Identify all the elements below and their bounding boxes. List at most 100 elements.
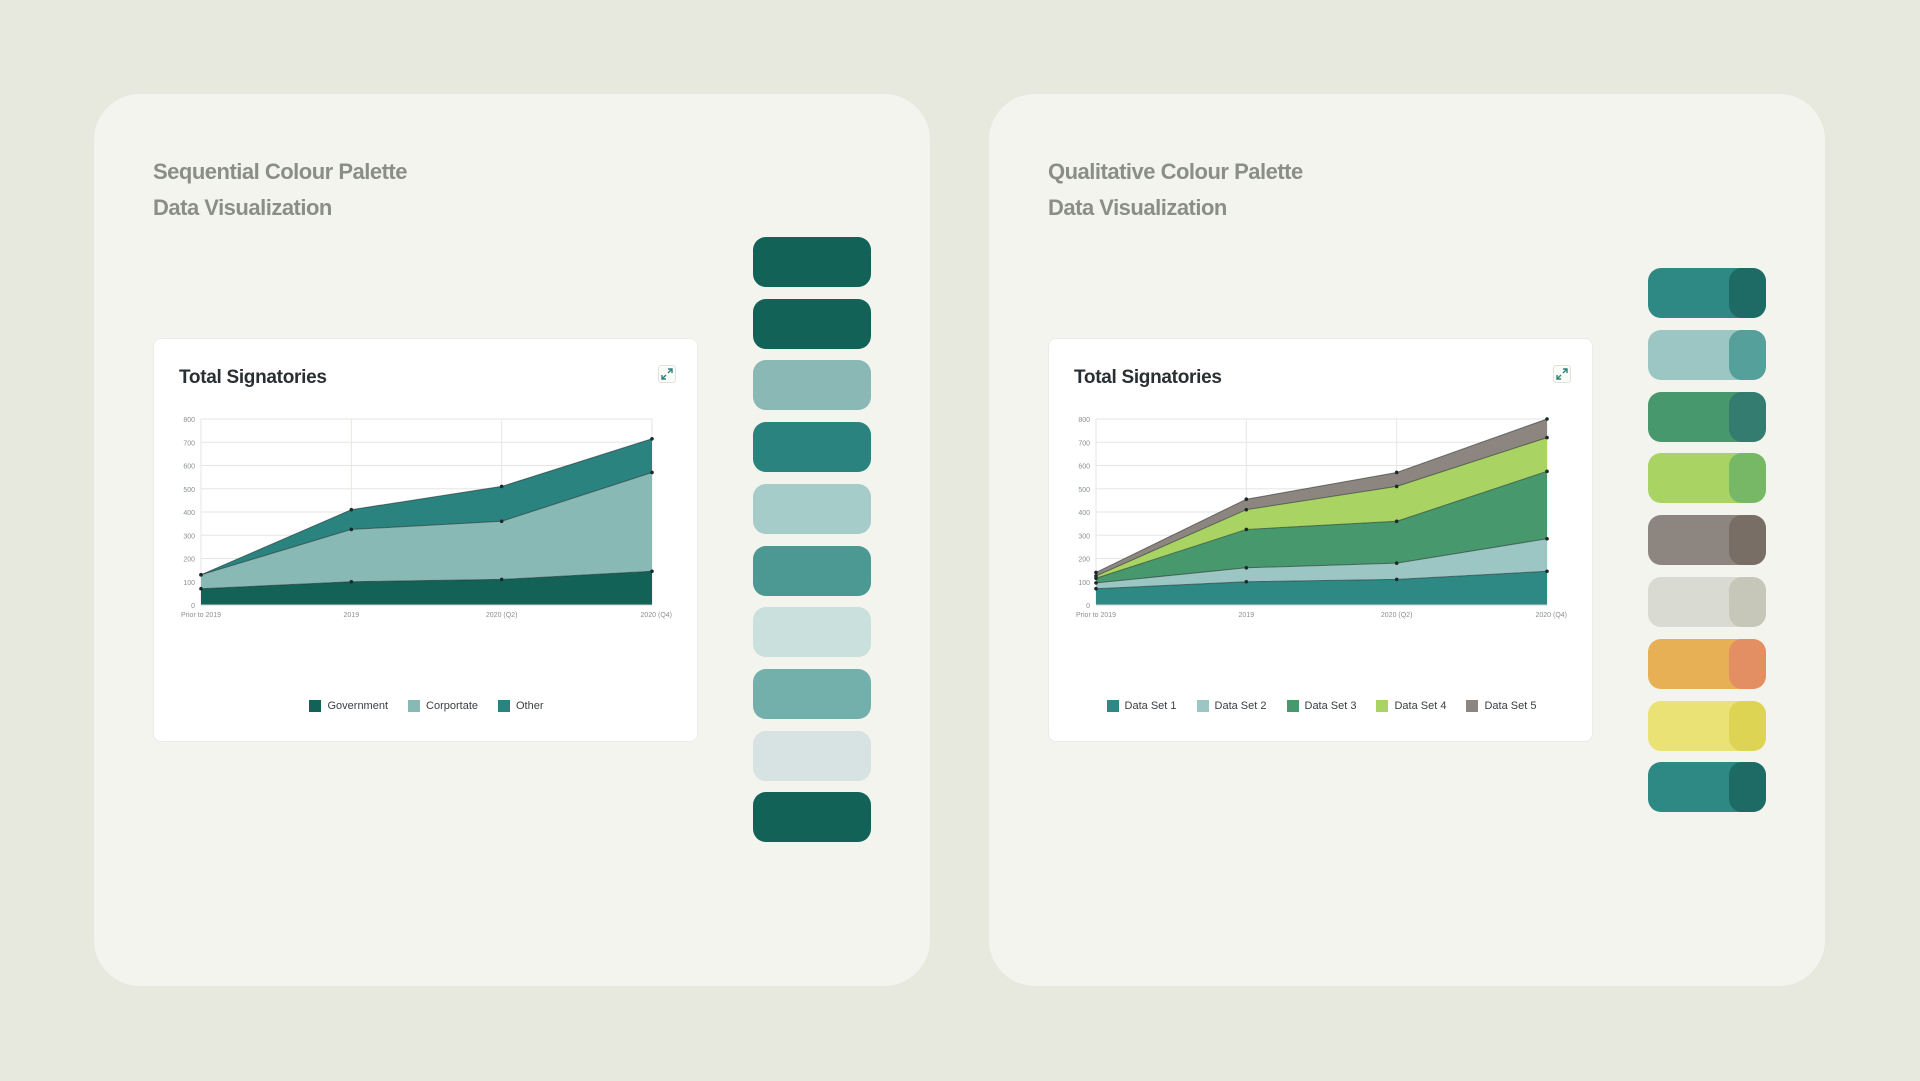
legend-swatch	[1106, 700, 1119, 712]
color-swatch	[1648, 638, 1766, 689]
legend-label: Corportate	[426, 700, 478, 712]
area-series-data-set-5	[1096, 419, 1547, 576]
y-tick-label: 800	[1078, 417, 1090, 424]
series-line	[200, 438, 653, 576]
expand-button[interactable]	[658, 365, 676, 383]
color-swatch	[1648, 700, 1766, 751]
color-swatch	[753, 668, 871, 719]
color-swatch	[1648, 453, 1766, 504]
color-swatch	[1648, 762, 1766, 813]
y-tick-label: 700	[1078, 440, 1090, 447]
chart-legend: Government Corportate Other	[154, 700, 699, 712]
area-series-corportate	[201, 472, 652, 589]
color-swatch	[753, 237, 871, 287]
legend-item: Government	[309, 700, 388, 712]
y-tick-label: 600	[1078, 464, 1090, 471]
data-point	[1394, 470, 1399, 475]
legend-item: Data Set 3	[1286, 700, 1356, 712]
area-series-data-set-3	[1096, 471, 1547, 583]
series-line	[1095, 418, 1548, 573]
legend-item: Data Set 4	[1376, 700, 1446, 712]
x-tick-label: 2019	[1239, 612, 1255, 619]
data-point	[499, 577, 504, 582]
panel-title-line-1: Sequential Colour Palette	[153, 159, 408, 184]
legend-swatch	[1196, 700, 1209, 712]
color-swatch	[1648, 515, 1766, 566]
data-point	[199, 586, 203, 591]
y-tick-label: 100	[183, 580, 195, 587]
x-tick-label: 2020 (Q2)	[1381, 612, 1413, 619]
chart-legend: Data Set 1 Data Set 2 Data Set 3 Data Set 4…	[1049, 700, 1594, 712]
y-tick-label: 500	[1078, 487, 1090, 494]
series-line	[1095, 437, 1548, 577]
color-swatch	[1648, 577, 1766, 627]
chart-title: Total Signatories	[1074, 367, 1222, 388]
accent-swatch	[1729, 453, 1766, 504]
data-point	[1394, 484, 1399, 489]
x-tick-label: 2020 (Q2)	[486, 612, 518, 619]
data-point	[1545, 469, 1549, 474]
series-line	[200, 471, 653, 576]
accent-swatch	[1729, 638, 1766, 689]
y-tick-label: 100	[1078, 580, 1090, 587]
data-point	[349, 579, 354, 584]
panel-title: Qualitative Colour Palette Data Visualiz…	[1048, 154, 1303, 226]
area-chart: 0 100 200 300 400 500 600 700 800 Prior to 2019 20…	[181, 417, 672, 619]
y-tick-label: 0	[191, 603, 195, 610]
data-point	[1545, 435, 1549, 440]
data-point	[349, 507, 354, 512]
data-point	[1545, 417, 1549, 421]
area-series-data-set-1	[1096, 571, 1547, 605]
data-point	[1094, 570, 1098, 575]
data-point	[1545, 569, 1549, 574]
data-point	[1244, 527, 1249, 532]
area-series-data-set-2	[1096, 538, 1547, 589]
panel-title-line-2: Data Visualization	[1048, 195, 1227, 220]
data-point	[1244, 497, 1249, 502]
data-point	[199, 572, 203, 577]
color-swatch	[753, 792, 871, 843]
legend-item: Other	[498, 700, 544, 712]
accent-swatch	[1729, 329, 1766, 380]
data-point	[1394, 577, 1399, 582]
x-tick-label: 2019	[344, 612, 360, 619]
legend-item: Corportate	[408, 700, 478, 712]
legend-item: Data Set 2	[1196, 700, 1267, 712]
y-tick-label: 0	[1086, 603, 1090, 610]
y-tick-label: 600	[183, 464, 195, 471]
area-chart: 0 100 200 300 400 500 600 700 800 Prior to 2019 20…	[1076, 417, 1567, 619]
legend-swatch	[1286, 700, 1299, 712]
y-tick-label: 400	[183, 510, 195, 517]
legend-swatch	[1466, 700, 1479, 712]
legend-label: Government	[327, 700, 389, 712]
panel-title: Sequential Colour Palette Data Visualiza…	[153, 154, 408, 226]
data-point	[650, 569, 654, 574]
color-swatch	[753, 483, 871, 534]
series-line	[200, 570, 653, 590]
x-tick-label: 2020 (Q4)	[1535, 612, 1567, 619]
chart-title: Total Signatories	[179, 367, 327, 388]
data-point	[1394, 561, 1399, 565]
series-line	[1095, 538, 1548, 584]
legend-swatch	[1376, 700, 1389, 712]
legend-label: Other	[516, 700, 544, 712]
data-point	[1094, 574, 1098, 578]
y-tick-label: 700	[183, 440, 195, 447]
y-tick-label: 400	[1078, 510, 1090, 517]
legend-item: Data Set 1	[1106, 700, 1177, 712]
color-swatch	[753, 360, 871, 411]
color-swatch	[1648, 329, 1766, 380]
data-point	[1394, 519, 1399, 524]
y-tick-label: 300	[1078, 533, 1090, 540]
color-swatch	[753, 422, 871, 473]
panel-title-line-2: Data Visualization	[153, 195, 332, 220]
expand-button[interactable]	[1553, 365, 1571, 383]
legend-swatch	[309, 700, 322, 712]
x-tick-label: Prior to 2019	[181, 612, 221, 619]
data-point	[1545, 536, 1549, 541]
chart-card: Total Signatories 0 100 200 300 400 500 600 700…	[153, 338, 698, 742]
expand-icon	[1556, 368, 1568, 380]
series-line	[1095, 570, 1548, 590]
y-tick-label: 200	[1078, 557, 1090, 564]
legend-label: Data Set 4	[1394, 700, 1447, 712]
